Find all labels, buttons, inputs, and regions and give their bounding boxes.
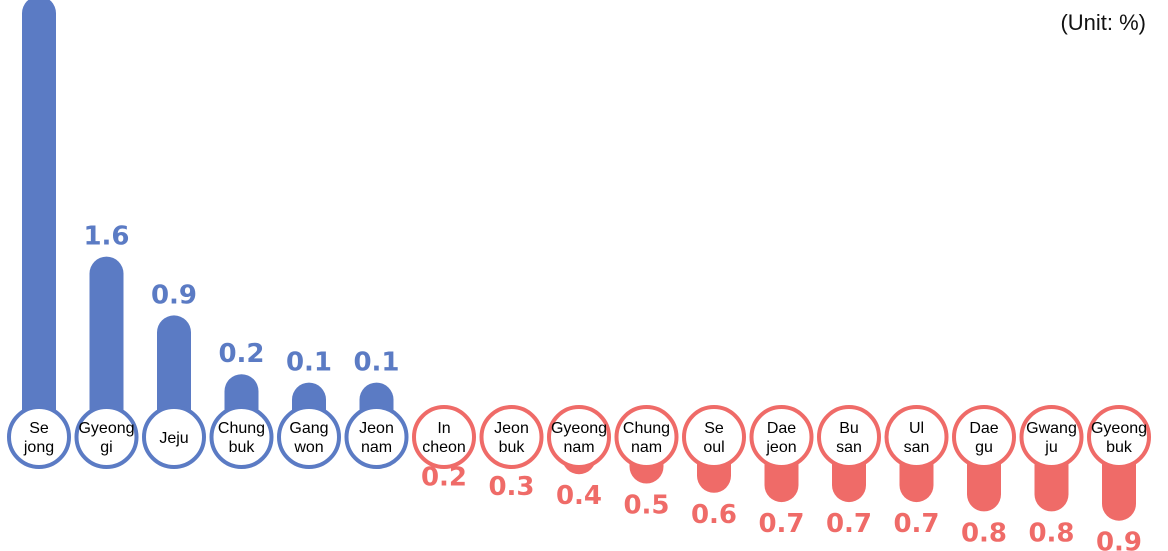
value-label: 0.9	[1096, 528, 1142, 551]
region-circle	[209, 405, 274, 469]
region-circle	[884, 405, 949, 469]
region-label: In cheon	[422, 420, 466, 456]
region-label: Dae gu	[969, 420, 998, 456]
value-label: 0.1	[286, 348, 332, 378]
region-label: Ul san	[904, 420, 930, 456]
region-circle	[749, 405, 814, 469]
value-label: 0.7	[893, 509, 939, 539]
region-label: Jeju	[159, 430, 188, 447]
region-circle	[614, 405, 679, 469]
unit-label: (Unit: %)	[1060, 10, 1146, 35]
region-label: Jeon nam	[359, 420, 394, 456]
value-label: 0.2	[218, 339, 264, 369]
region-circle	[952, 405, 1016, 469]
region-circle	[142, 405, 206, 469]
bar	[22, 0, 56, 437]
value-label: 0.1	[353, 348, 399, 378]
region-label: Gang won	[289, 420, 328, 456]
region-label: Se oul	[703, 420, 724, 456]
region-circle	[74, 405, 139, 469]
region-label: Dae jeon	[765, 420, 796, 456]
region-label: Gyeong gi	[78, 420, 134, 456]
region-circle	[1019, 405, 1084, 469]
region-label: Gwang ju	[1026, 420, 1077, 456]
region-circle	[277, 405, 341, 469]
value-labels-layer: 4.71.60.90.20.10.10.20.30.40.50.60.70.70…	[83, 222, 1142, 551]
bar	[89, 256, 124, 437]
region-label: Se jong	[23, 420, 54, 456]
region-circle	[547, 405, 611, 469]
value-label: 0.5	[623, 491, 669, 521]
value-label: 0.7	[826, 509, 872, 539]
value-label: 0.9	[151, 280, 197, 310]
value-label: 1.6	[83, 222, 129, 252]
region-circle	[7, 405, 71, 469]
region-label: Jeon buk	[494, 420, 529, 456]
region-circle	[412, 405, 476, 469]
value-label: 0.4	[556, 481, 602, 511]
region-circle	[344, 405, 409, 469]
value-label: 0.8	[961, 518, 1007, 548]
region-circle	[817, 405, 881, 469]
value-label: 0.6	[691, 500, 737, 530]
region-label: Chung nam	[623, 420, 670, 456]
region-circle	[682, 405, 746, 469]
region-label: Bu san	[836, 420, 862, 456]
value-label: 0.3	[488, 472, 534, 502]
value-label: 0.8	[1028, 518, 1074, 548]
value-label: 0.2	[421, 463, 467, 493]
region-labels-layer: Se jong Gyeong gi Jeju Chung buk Gang won Jeon nam…	[7, 405, 1151, 469]
region-label: Gyeong nam	[551, 420, 607, 456]
region-label: Chung buk	[218, 420, 265, 456]
region-label: Gyeong buk	[1091, 420, 1147, 456]
region-circle	[1087, 405, 1151, 469]
region-circle	[479, 405, 544, 469]
value-label: 0.7	[758, 509, 804, 539]
